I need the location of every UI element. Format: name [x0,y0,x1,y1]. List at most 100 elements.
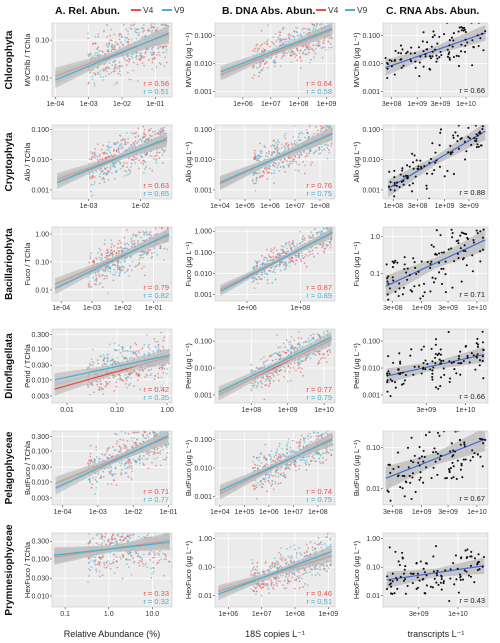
data-point [287,34,290,36]
data-point [417,365,420,368]
data-point [393,176,396,179]
data-point [115,385,118,388]
data-point [263,272,266,275]
data-point [250,363,253,366]
data-point [457,30,460,33]
data-point [122,350,125,353]
data-point [463,244,466,247]
y-tick-label: 0.010 [194,271,212,278]
y-tick-label: 0.100 [31,347,49,354]
data-point [117,361,120,364]
data-point [115,348,118,351]
data-point [109,267,111,270]
data-point [144,50,147,53]
data-point [152,158,155,160]
data-point [440,359,443,362]
data-point [294,140,296,142]
data-point [300,237,303,240]
data-point [422,345,425,348]
data-point [88,363,91,366]
data-point [113,268,116,271]
header-c: C. RNA Abs. Abun. [386,5,479,17]
data-point [136,234,139,236]
data-point [252,382,255,385]
data-point [330,144,332,147]
data-point [323,46,326,48]
data-point [286,349,289,352]
data-point [299,33,302,35]
data-point [157,340,159,343]
data-point [88,458,91,461]
data-point [316,44,319,47]
data-point [387,298,390,301]
data-point [272,35,275,38]
data-point [145,451,147,454]
data-point [273,139,275,141]
data-point [120,472,123,474]
data-point [318,40,321,43]
data-point [306,132,309,135]
data-point [112,150,115,152]
data-point [304,155,307,158]
data-point [143,128,146,131]
data-point [392,261,395,264]
data-point [411,182,414,185]
data-point [401,293,404,296]
data-point [153,247,156,250]
data-point [435,159,438,162]
data-point [446,55,449,58]
data-point [433,48,437,51]
data-point [134,136,137,139]
r-value-v9: r = 0.51 [143,87,169,96]
data-point [100,383,103,385]
y-tick-label: 0.003 [31,393,49,400]
data-point [161,154,164,156]
data-point [128,58,131,61]
data-point [90,158,93,161]
data-point [298,163,301,166]
data-point [430,243,433,247]
data-point [387,355,390,358]
data-point [272,61,274,64]
data-point [442,359,445,362]
data-point [120,40,122,43]
data-point [260,61,263,64]
data-point [255,278,258,281]
data-point [97,273,100,276]
data-point [132,132,135,135]
data-point [251,179,254,181]
data-point [92,171,95,174]
data-point [112,273,114,276]
data-point [268,165,271,168]
data-point [133,437,136,439]
data-point [130,53,133,56]
data-point [275,265,278,267]
data-point [90,459,92,462]
data-point [146,152,149,155]
data-point [156,449,158,451]
data-point [410,190,414,193]
data-point [430,260,433,263]
data-point [129,27,132,30]
data-point [113,177,116,180]
data-point [124,271,126,274]
data-point [107,41,110,44]
data-point [107,270,110,272]
data-point [266,171,269,174]
data-point [444,273,447,276]
data-point [271,154,273,157]
y-tick-label: 0.100 [362,127,380,134]
data-point [463,28,466,31]
data-point [127,243,130,246]
data-point [252,384,254,387]
x-tick-label: 1e-01 [145,305,163,312]
data-point [115,442,118,445]
data-point [121,268,124,271]
data-point [431,378,434,381]
data-point [301,367,304,370]
data-point [284,370,287,372]
data-point [137,140,140,142]
data-point [290,362,292,365]
